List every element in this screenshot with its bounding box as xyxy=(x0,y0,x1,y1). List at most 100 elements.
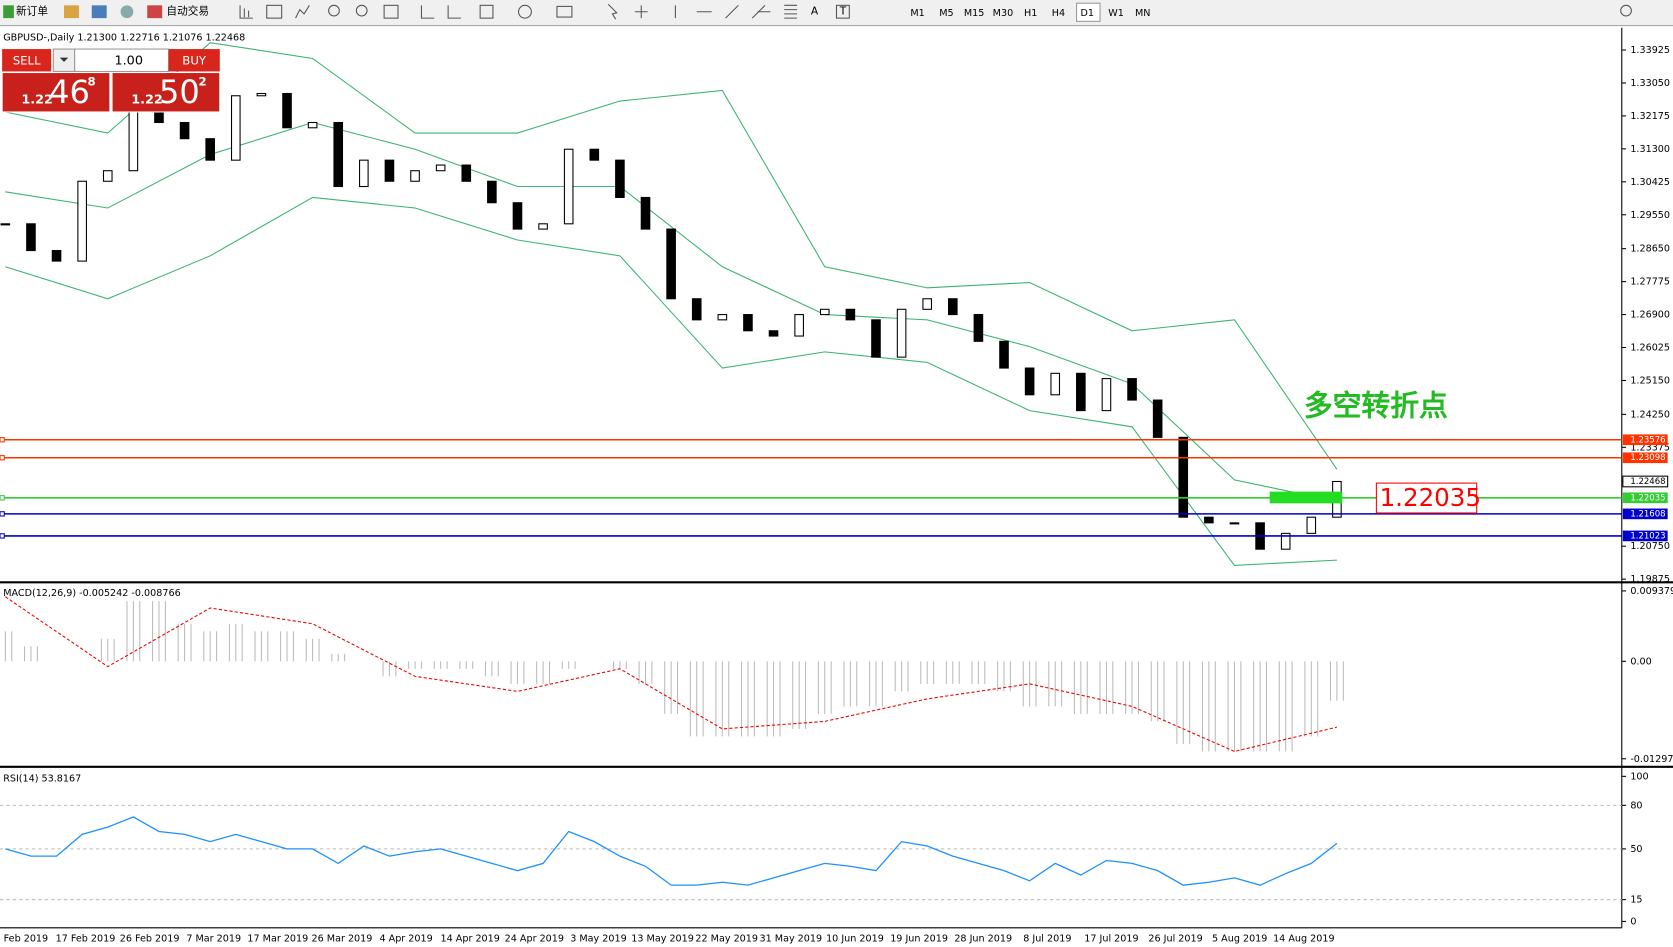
candle xyxy=(333,121,344,188)
autotrade-icon[interactable] xyxy=(147,5,163,19)
scroll-icons[interactable] xyxy=(420,5,461,19)
highlight-zone xyxy=(1269,491,1343,504)
candle xyxy=(51,250,62,262)
candle-icon[interactable] xyxy=(266,4,283,19)
candle xyxy=(0,223,11,226)
tool-icon[interactable] xyxy=(120,5,134,19)
y-tick-label: 1.26900 xyxy=(1630,310,1670,321)
date-label: 8 Jul 2019 xyxy=(1023,933,1071,944)
date-label: 26 Jul 2019 xyxy=(1148,933,1202,944)
ask-pips: 50 xyxy=(159,73,200,111)
y-tick-label: 100 xyxy=(1630,771,1648,782)
text-label-tool[interactable]: T xyxy=(839,5,847,18)
level-tag xyxy=(1622,452,1668,464)
sell-label[interactable]: SELL xyxy=(13,53,41,67)
new-order-icon[interactable] xyxy=(3,5,14,19)
candle xyxy=(410,170,420,182)
new-order-button[interactable]: 新订单 xyxy=(16,5,48,18)
buy-button[interactable] xyxy=(168,49,220,72)
date-label: 17 Jul 2019 xyxy=(1084,933,1138,944)
level-label: 1.21608 xyxy=(1630,509,1665,519)
timeframe-button[interactable]: W1 xyxy=(1108,8,1124,19)
candle xyxy=(1152,399,1163,438)
draw-tools[interactable] xyxy=(607,3,739,20)
date-label: 14 Apr 2019 xyxy=(441,933,500,944)
timeframe-button[interactable]: D1 xyxy=(1080,8,1094,19)
date-label: 19 Jun 2019 xyxy=(890,933,948,944)
level-label: 1.23576 xyxy=(1630,435,1665,445)
autotrade-button[interactable]: 自动交易 xyxy=(166,5,209,18)
annotation: 多空转折点 xyxy=(1304,388,1448,422)
channel-icon[interactable] xyxy=(784,4,798,19)
candle xyxy=(205,138,215,161)
fibo-icon[interactable] xyxy=(751,4,771,19)
indicator-icon[interactable] xyxy=(479,4,494,19)
ask-box[interactable] xyxy=(111,71,221,113)
y-tick-label: 1.31300 xyxy=(1630,144,1670,155)
level-handle xyxy=(0,533,5,539)
candle xyxy=(230,95,241,161)
candle xyxy=(179,121,190,140)
y-tick-label: 1.23375 xyxy=(1630,442,1670,453)
candle xyxy=(563,148,574,225)
dropdown-arrow xyxy=(59,57,69,62)
timeframe-button[interactable]: MN xyxy=(1135,8,1150,19)
zoom-in[interactable] xyxy=(328,4,340,17)
timeframe-button[interactable]: M30 xyxy=(993,8,1014,19)
text-tool[interactable]: A xyxy=(811,5,819,18)
y-tick-label: 1.33925 xyxy=(1630,45,1670,56)
search-icon[interactable] xyxy=(1620,4,1632,17)
tile-icon[interactable] xyxy=(383,4,399,19)
y-tick-label: 1.20750 xyxy=(1630,541,1670,552)
bollinger-upper xyxy=(5,42,1338,470)
timeframe-button[interactable]: H4 xyxy=(1052,8,1065,19)
candle xyxy=(1050,372,1061,396)
candle xyxy=(435,164,446,172)
candle xyxy=(1127,378,1137,401)
candle xyxy=(512,202,523,230)
candle xyxy=(819,308,830,316)
candle xyxy=(922,298,932,310)
bid-point: 8 xyxy=(87,75,95,89)
candle xyxy=(794,314,804,337)
date-label: 10 Jun 2019 xyxy=(826,933,884,944)
template-icon[interactable] xyxy=(556,5,573,18)
candle xyxy=(1101,378,1112,412)
sell-button[interactable] xyxy=(2,49,52,72)
tool-icon[interactable] xyxy=(64,5,79,19)
chart-area xyxy=(0,27,1622,947)
chart-title: GBPUSD-,Daily 1.21300 1.22716 1.21076 1.… xyxy=(3,32,245,43)
y-tick-label: 1.26025 xyxy=(1630,343,1670,354)
candle xyxy=(359,159,369,188)
period-icon[interactable] xyxy=(518,4,532,19)
level-handle xyxy=(0,455,5,461)
buy-label[interactable]: BUY xyxy=(182,53,207,67)
volume-value[interactable]: 1.00 xyxy=(114,53,143,68)
y-tick-label: 1.32175 xyxy=(1630,111,1670,122)
candle xyxy=(256,92,267,97)
toolbar-icons[interactable] xyxy=(239,3,1632,20)
bid-big: 1.22 xyxy=(21,93,53,108)
label-icon[interactable] xyxy=(835,4,850,19)
zoom-out[interactable] xyxy=(355,4,368,17)
tool-icon[interactable] xyxy=(91,5,107,19)
candle xyxy=(77,180,87,262)
y-tick-label: 1.28650 xyxy=(1630,244,1670,255)
timeframe-button[interactable]: M1 xyxy=(910,8,924,19)
candle xyxy=(691,298,702,321)
current-price-tag xyxy=(1622,475,1669,488)
timeframe-button[interactable]: H1 xyxy=(1024,8,1037,19)
timeframe-button[interactable]: M5 xyxy=(939,8,953,19)
timeframe-button[interactable]: M15 xyxy=(964,8,985,19)
current-price-label: 1.22468 xyxy=(1630,477,1665,487)
bar-chart-icon[interactable] xyxy=(239,5,253,19)
date-label: 26 Mar 2019 xyxy=(312,933,373,944)
line-icon[interactable] xyxy=(295,5,310,19)
y-tick-label: 1.27775 xyxy=(1630,277,1670,288)
rsi-line xyxy=(5,816,1338,886)
bid-box[interactable] xyxy=(1,71,111,113)
y-tick-label: 50 xyxy=(1630,844,1642,855)
y-tick-label: 15 xyxy=(1630,895,1642,906)
level-label: 1.21023 xyxy=(1630,531,1665,541)
